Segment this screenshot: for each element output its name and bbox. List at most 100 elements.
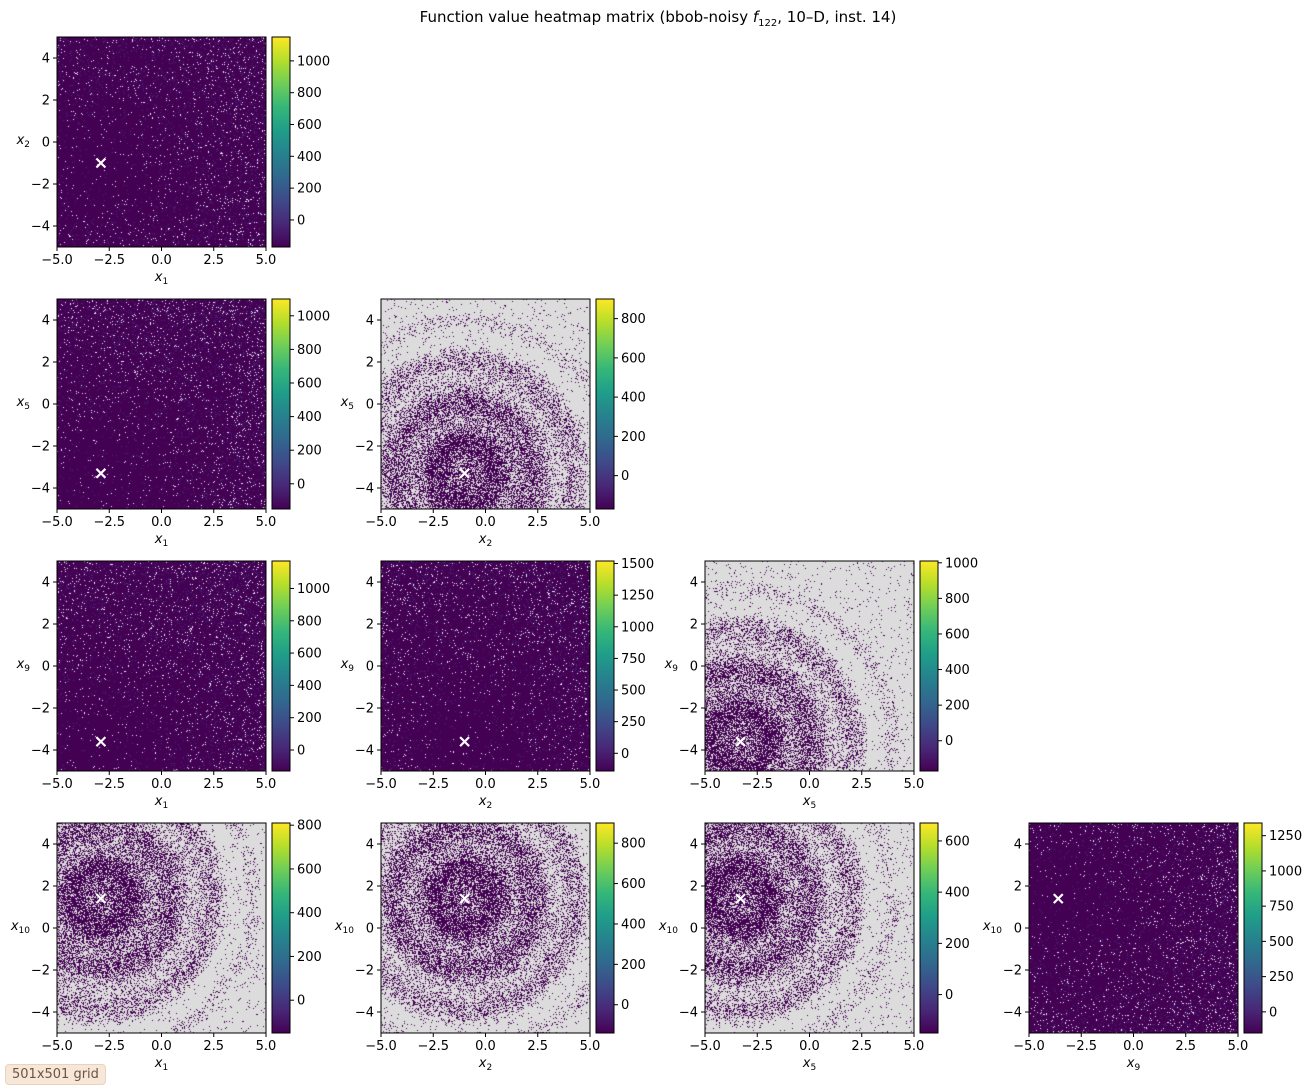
x-tick-label: 2.5 [1175, 1039, 1196, 1054]
colorbar-tick-label: 400 [297, 150, 322, 165]
colorbar-tick-label: 0 [621, 998, 629, 1013]
x-tick-label: 0.0 [475, 515, 496, 530]
colorbar-tick-label: 200 [297, 444, 322, 459]
heatmap-panel-9-vs-2: −5.0 −2.5 0.0 2.5 5.0 −4 −2 0 2 4 x2 x9 0 250 500 750 10… [340, 557, 655, 811]
colorbar [595, 560, 615, 772]
colorbar [919, 560, 939, 772]
colorbar-tick-label: 800 [621, 312, 646, 327]
y-tick-label: 0 [690, 660, 698, 675]
heatmap-image [381, 299, 590, 509]
y-tick-label: 0 [366, 398, 374, 413]
y-axis-label: x5 [340, 395, 354, 412]
colorbar-tick-label: 250 [1269, 970, 1294, 985]
x-tick-label: 2.5 [851, 1039, 872, 1054]
y-tick-label: 2 [366, 618, 374, 633]
colorbar-tick-label: 0 [297, 213, 305, 228]
y-tick-label: −2 [1003, 964, 1022, 979]
x-axis-label: x5 [802, 794, 816, 811]
colorbar-tick-label: 750 [1269, 900, 1294, 915]
y-tick-label: −4 [31, 744, 50, 759]
heatmap-image [57, 299, 266, 509]
y-axis-label: x9 [340, 657, 355, 674]
y-tick-label: −2 [31, 964, 50, 979]
x-tick-label: −2.5 [93, 777, 125, 792]
colorbar-tick-label: 600 [945, 834, 970, 849]
colorbar-tick-label: 200 [621, 958, 646, 973]
colorbar-tick-label: 0 [297, 994, 305, 1009]
x-tick-label: −2.5 [93, 253, 125, 268]
x-tick-label: 2.5 [527, 777, 548, 792]
title-prefix: Function value heatmap matrix (bbob-nois… [419, 8, 753, 26]
y-tick-label: 0 [42, 922, 50, 937]
x-tick-label: 0.0 [799, 777, 820, 792]
y-tick-label: −4 [355, 744, 374, 759]
colorbar-tick-label: 600 [297, 377, 322, 392]
y-tick-label: 4 [690, 576, 698, 591]
y-axis-label: x5 [16, 395, 30, 412]
x-tick-label: 2.5 [527, 1039, 548, 1054]
x-axis-label: x9 [1126, 1056, 1141, 1073]
y-tick-label: 2 [42, 880, 50, 895]
x-tick-label: 5.0 [256, 1039, 277, 1054]
colorbar [595, 298, 615, 510]
colorbar-tick-label: 200 [945, 699, 970, 714]
x-tick-label: −2.5 [93, 515, 125, 530]
colorbar-tick-label: 600 [945, 627, 970, 642]
x-tick-label: −5.0 [689, 1039, 721, 1054]
y-tick-label: 4 [366, 838, 374, 853]
optimum-marker [459, 736, 470, 747]
x-tick-label: −5.0 [365, 515, 397, 530]
x-tick-label: −2.5 [741, 777, 773, 792]
optimum-marker [95, 893, 107, 904]
colorbar-tick-label: 200 [297, 711, 322, 726]
title-function-subscript: 122 [758, 18, 778, 29]
colorbar-tick-label: 0 [297, 477, 305, 492]
heatmap-image [57, 561, 266, 771]
y-tick-label: 4 [42, 576, 50, 591]
y-tick-label: 2 [42, 94, 50, 109]
optimum-marker [735, 736, 746, 747]
x-tick-label: −5.0 [41, 253, 73, 268]
y-tick-label: 0 [42, 398, 50, 413]
x-tick-label: 5.0 [256, 777, 277, 792]
y-tick-label: −4 [31, 220, 50, 235]
heatmap-panel-5-vs-2: −5.0 −2.5 0.0 2.5 5.0 −4 −2 0 2 4 x2 x5 0 200 400 600 80… [340, 298, 646, 549]
x-tick-label: 0.0 [151, 1039, 172, 1054]
x-axis-label: x1 [154, 270, 168, 287]
x-tick-label: 0.0 [151, 253, 172, 268]
colorbar-tick-label: 1000 [297, 582, 330, 597]
colorbar-tick-label: 800 [297, 614, 322, 629]
x-tick-label: −2.5 [417, 1039, 449, 1054]
y-tick-label: 0 [1014, 922, 1022, 937]
y-tick-label: 4 [366, 314, 374, 329]
x-tick-label: −2.5 [1065, 1039, 1097, 1054]
optimum-marker [95, 468, 107, 479]
x-tick-label: 5.0 [256, 515, 277, 530]
colorbar-tick-label: 250 [621, 715, 646, 730]
colorbar-tick-label: 400 [297, 906, 322, 921]
x-tick-label: −5.0 [1013, 1039, 1045, 1054]
colorbar-tick-label: 400 [945, 886, 970, 901]
y-tick-label: −2 [355, 702, 374, 717]
y-axis-label: x9 [16, 657, 31, 674]
y-tick-label: 2 [1014, 880, 1022, 895]
heatmap-panel-5-vs-1: −5.0 −2.5 0.0 2.5 5.0 −4 −2 0 2 4 x1 x5 0 200 400 600 80… [16, 298, 330, 549]
colorbar-tick-label: 1500 [621, 557, 654, 572]
colorbar-tick-label: 1000 [1269, 864, 1302, 879]
colorbar [271, 822, 291, 1034]
optimum-marker [459, 468, 470, 479]
y-tick-label: 4 [1014, 838, 1022, 853]
y-tick-label: −4 [1003, 1006, 1022, 1021]
x-axis-label: x1 [154, 794, 168, 811]
y-axis-label: x10 [10, 919, 30, 936]
x-tick-label: −5.0 [689, 777, 721, 792]
colorbar-tick-label: 0 [297, 744, 305, 759]
colorbar-tick-label: 200 [945, 937, 970, 952]
x-tick-label: −5.0 [365, 1039, 397, 1054]
x-axis-label: x2 [478, 794, 492, 811]
colorbar-tick-label: 0 [945, 988, 953, 1003]
colorbar-tick-label: 800 [297, 343, 322, 358]
heatmap-image [705, 561, 914, 771]
